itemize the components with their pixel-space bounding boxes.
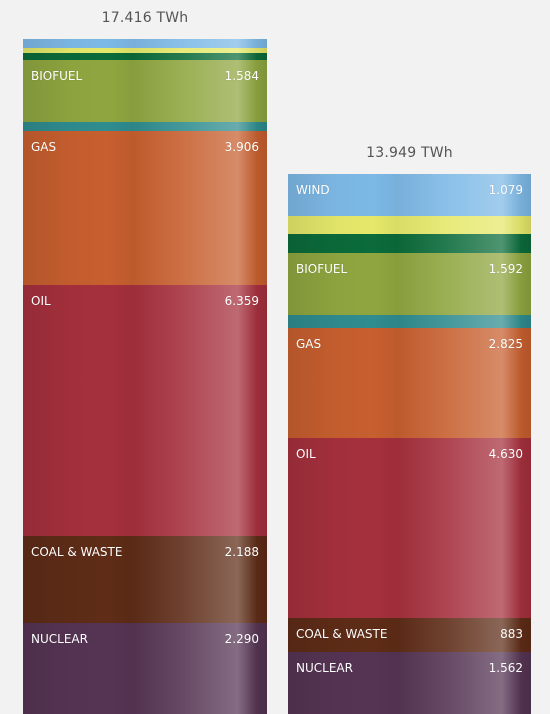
segment-label: OIL (31, 294, 51, 309)
bar-segment (23, 48, 267, 54)
bar-segment: NUCLEAR 1.562 (288, 652, 531, 714)
segment-value: 1.592 (488, 261, 523, 276)
segment-shading (23, 131, 267, 287)
segment-value: 2.825 (488, 336, 523, 351)
bar-segment: GAS 2.825 (288, 327, 531, 439)
bar-segment (288, 314, 531, 329)
segment-label: COAL & WASTE (31, 545, 123, 560)
stacked-column: BIOFUEL 1.584 GAS 3.906 OIL 6.359 COAL & WASTE… (23, 39, 267, 714)
segment-shading (23, 622, 267, 714)
segment-shading (288, 252, 531, 316)
segment-shading (288, 174, 531, 217)
segment-shading (288, 437, 531, 619)
segment-label: WIND (296, 183, 330, 197)
segment-shading (23, 48, 267, 54)
segment-shading (23, 285, 267, 537)
segment-value: 6.359 (224, 294, 259, 309)
segment-value: 2.188 (224, 545, 259, 560)
segment-shading (288, 652, 531, 714)
segment-label: NUCLEAR (31, 631, 88, 646)
segment-label: NUCLEAR (296, 661, 353, 676)
segment-label: GAS (296, 336, 322, 351)
segment-value: 883 (500, 626, 523, 641)
bar-segment: OIL 6.359 (23, 285, 267, 537)
bar-segment (23, 52, 267, 61)
segment-shading (288, 215, 531, 236)
segment-label: COAL & WASTE (296, 626, 388, 641)
segment-value: 2.290 (224, 631, 259, 646)
bar-segment (288, 215, 531, 236)
segment-shading (288, 617, 531, 653)
stacked-column: WIND 1.079 BIOFUEL 1.592 GAS 2.825 OIL 4.630 COA… (288, 174, 531, 714)
segment-shading (23, 122, 267, 132)
bar-segment (23, 39, 267, 50)
segment-label: GAS (31, 140, 57, 155)
segment-value: 1.584 (224, 68, 259, 83)
column-total-label: 17.416 TWh (101, 10, 189, 26)
segment-shading (23, 536, 267, 624)
bar-segment: BIOFUEL 1.584 (23, 59, 267, 123)
column-total-label: 13.949 TWh (366, 145, 453, 161)
bar-segment: BIOFUEL 1.592 (288, 252, 531, 316)
segment-shading (288, 314, 531, 329)
segment-shading (288, 234, 531, 254)
bar-segment: OIL 4.630 (288, 437, 531, 619)
bar-segment: GAS 3.906 (23, 131, 267, 287)
bar-segment (288, 234, 531, 254)
bar-segment: NUCLEAR 2.290 (23, 622, 267, 714)
segment-shading (23, 52, 267, 61)
segment-value: 1.562 (488, 661, 523, 676)
segment-shading (23, 59, 267, 123)
segment-value: 4.630 (488, 446, 523, 461)
segment-label: BIOFUEL (296, 261, 348, 276)
bar-segment (23, 122, 267, 132)
bar-segment: COAL & WASTE 883 (288, 617, 531, 653)
segment-shading (288, 327, 531, 439)
segment-value: 3.906 (224, 140, 259, 155)
bar-segment: COAL & WASTE 2.188 (23, 536, 267, 624)
bar-segment: WIND 1.079 (288, 174, 531, 217)
segment-value: 1.079 (488, 183, 523, 197)
segment-label: BIOFUEL (31, 68, 83, 83)
segment-label: OIL (296, 446, 316, 461)
segment-shading (23, 39, 267, 50)
